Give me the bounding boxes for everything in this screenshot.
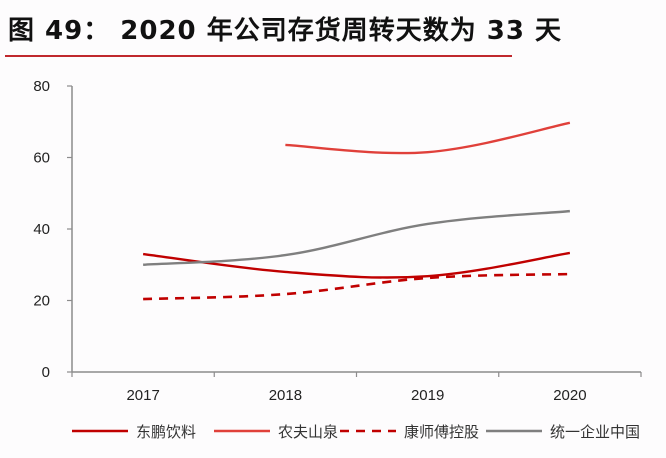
chart-title: 图 49： 2020 年公司存货周转天数为 33 天 <box>8 16 562 46</box>
axes: 0 20 40 60 80 2017 2018 2019 2020 <box>33 78 642 404</box>
x-tick-label: 2017 <box>126 387 159 404</box>
y-tick-label: 60 <box>33 150 50 167</box>
legend-label: 康师傅控股 <box>404 423 479 441</box>
series-line-1 <box>285 121 571 155</box>
y-tick-label: 20 <box>33 293 50 310</box>
legend-label: 东鹏饮料 <box>136 423 196 441</box>
title-divider <box>5 55 512 57</box>
legend-label: 农夫山泉 <box>278 423 338 441</box>
x-tick-label: 2020 <box>553 387 586 404</box>
series-line-0 <box>142 251 571 279</box>
series-group <box>142 121 571 301</box>
legend-label: 统一企业中国 <box>550 423 640 441</box>
x-tick-label: 2018 <box>269 387 302 404</box>
y-tick-label: 80 <box>33 78 50 95</box>
y-tick-label: 40 <box>33 221 50 238</box>
x-tick-label: 2019 <box>411 387 444 404</box>
legend: 东鹏饮料 农夫山泉 康师傅控股 统一企业中国 <box>72 423 640 441</box>
series-line-3 <box>143 209 570 266</box>
y-tick-label: 0 <box>42 364 50 381</box>
series-line-2 <box>143 272 570 301</box>
